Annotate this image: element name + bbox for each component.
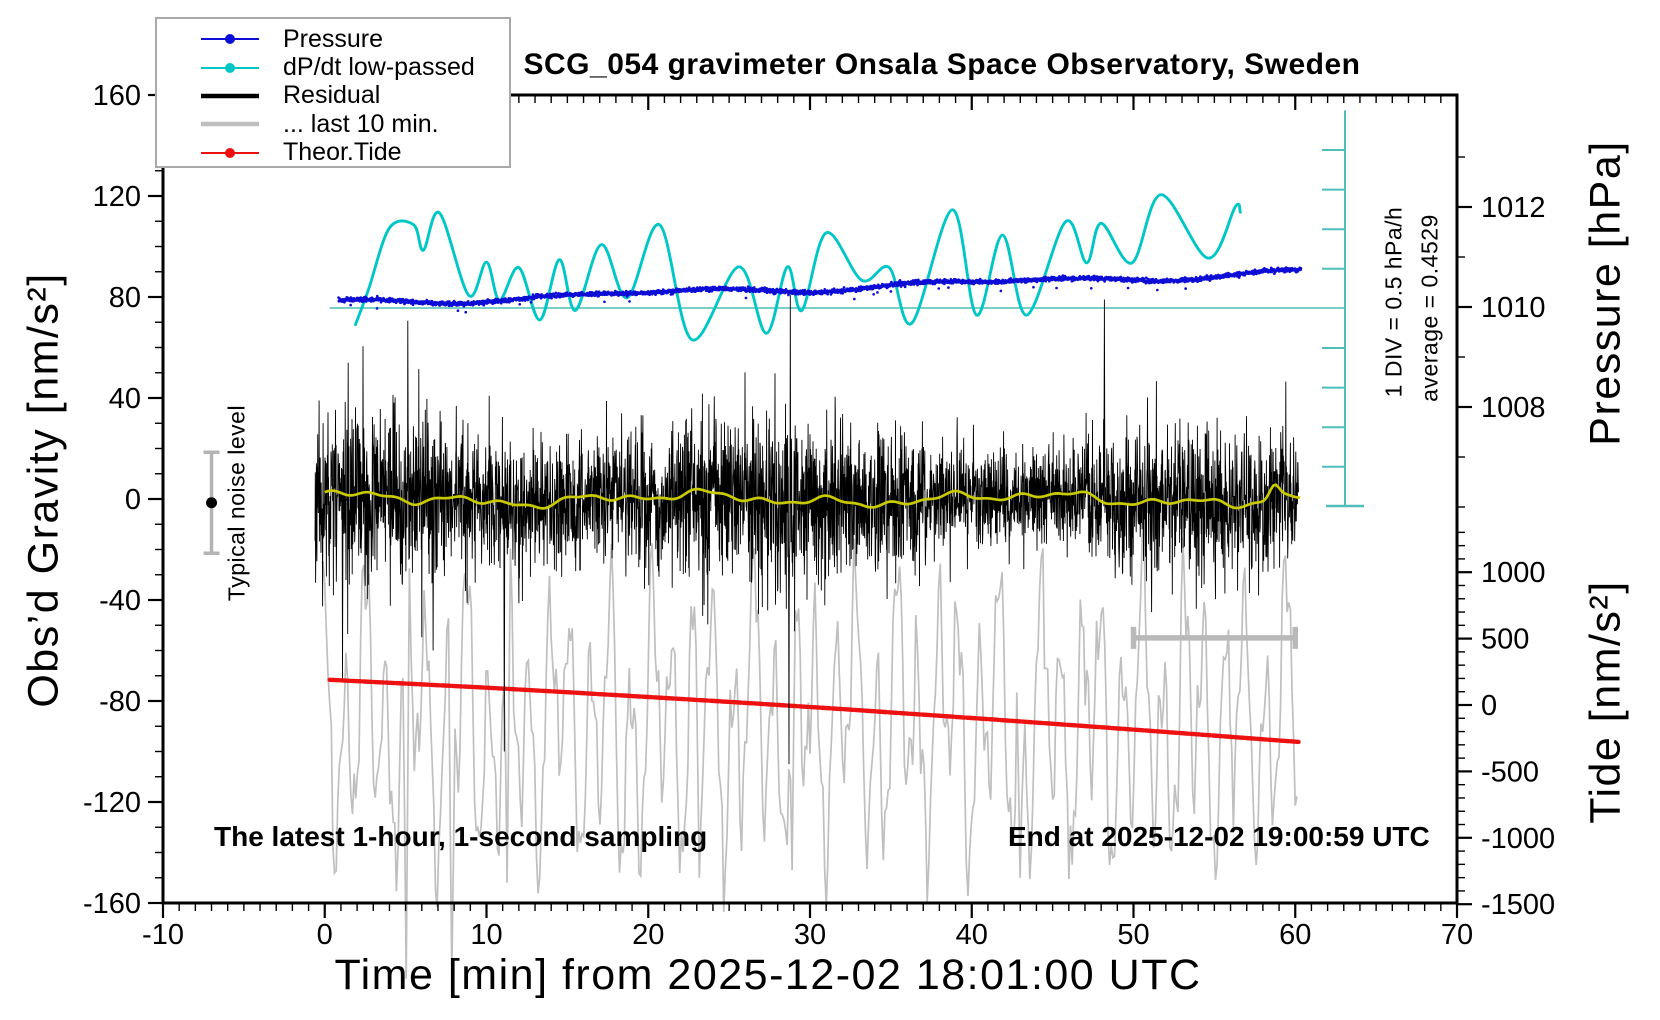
tide-tick-label: 0 — [1481, 690, 1497, 722]
legend-item-4: Theor.Tide — [157, 138, 509, 167]
end-time-note: End at 2025-12-02 19:00:59 UTC — [1008, 821, 1430, 852]
noise-level-dot — [206, 497, 218, 509]
pressure-axis-title: Pressure [hPa] — [1581, 140, 1630, 446]
tide-curve — [327, 677, 1301, 745]
legend-item-0: Pressure — [157, 25, 509, 53]
gravity-tick-label: 160 — [93, 80, 141, 112]
residual-trace — [314, 295, 1299, 765]
time-tick-label: 60 — [1279, 919, 1311, 951]
gravity-tick-label: 120 — [93, 181, 141, 213]
pressure-tick-label: 1010 — [1481, 292, 1546, 324]
tide-tick-label: -500 — [1481, 756, 1539, 788]
dpdt-curve — [354, 193, 1242, 342]
chart-title: SCG_054 gravimeter Onsala Space Observat… — [523, 48, 1361, 81]
dpdt-scale-bar — [329, 110, 1364, 508]
tide-tick-label: -1500 — [1481, 889, 1555, 921]
axes-frame — [148, 93, 1472, 918]
legend-marker-1 — [201, 62, 259, 73]
gravity-tick-label: -80 — [99, 686, 141, 718]
gravity-tick-label: 40 — [109, 383, 141, 415]
legend-marker-0 — [201, 34, 259, 45]
tide-tick-label: 500 — [1481, 624, 1529, 656]
legend-dot — [225, 34, 235, 45]
sampling-note: The latest 1-hour, 1-second sampling — [214, 821, 708, 852]
tide-tick-label: -1000 — [1481, 823, 1555, 855]
legend-label: Theor.Tide — [283, 138, 402, 167]
gravity-tick-label: -120 — [83, 787, 141, 819]
legend-marker-3 — [201, 122, 259, 127]
time-tick-label: 0 — [317, 919, 333, 951]
average-note: average = 0.4529 — [1416, 214, 1443, 402]
gravity-tick-label: -40 — [99, 585, 141, 617]
plot-markers — [203, 450, 1298, 649]
legend-marker-4 — [201, 147, 259, 158]
tick-labels: -10 0 10 20 30 40 50 60 70 -160 -120 -80 -40 0 40 80 120… — [83, 80, 1555, 951]
time-axis-title: Time [min] from 2025-12-02 18:01:00 UTC — [334, 951, 1202, 999]
legend-item-3: ... last 10 min. — [157, 110, 509, 138]
time-tick-label: 50 — [1117, 919, 1149, 951]
legend-dot — [225, 147, 235, 158]
time-tick-label: 10 — [470, 919, 502, 951]
tide-tick-label: 1000 — [1481, 557, 1546, 589]
gravity-axis-title: Obs’d Gravity [nm/s²] — [19, 272, 68, 708]
time-tick-label: 70 — [1441, 919, 1473, 951]
legend-label: dP/dt low-passed — [283, 53, 475, 82]
legend-dot — [225, 62, 235, 73]
time-tick-label: 40 — [956, 919, 988, 951]
div-scale-note: 1 DIV = 0.5 hPa/h — [1380, 206, 1407, 398]
pressure-dots — [337, 266, 1303, 314]
legend-label: Pressure — [283, 24, 384, 53]
plot-series — [314, 193, 1303, 979]
time-tick-label: 20 — [632, 919, 664, 951]
noise-level-note: Typical noise level — [223, 404, 250, 602]
pressure-tick-label: 1012 — [1481, 192, 1546, 224]
time-tick-label: -10 — [142, 919, 184, 951]
residual-smooth-curve — [324, 483, 1301, 510]
gravity-tick-label: 0 — [125, 484, 141, 516]
gravity-tick-label: -160 — [83, 888, 141, 920]
tide-axis-title: Tide [nm/s²] — [1581, 580, 1630, 824]
legend-item-2: Residual — [157, 81, 509, 110]
time-tick-label: 30 — [794, 919, 826, 951]
legend-item-1: dP/dt low-passed — [157, 53, 509, 81]
pressure-tick-label: 1008 — [1481, 392, 1546, 424]
gravity-tick-label: 80 — [109, 282, 141, 314]
legend-box: Pressure dP/dt low-passed Residual... last… — [155, 17, 511, 168]
last10-trace — [321, 513, 1298, 979]
legend-marker-2 — [201, 93, 259, 99]
legend-label: Residual — [283, 81, 381, 110]
legend-label: ... last 10 min. — [283, 109, 439, 138]
